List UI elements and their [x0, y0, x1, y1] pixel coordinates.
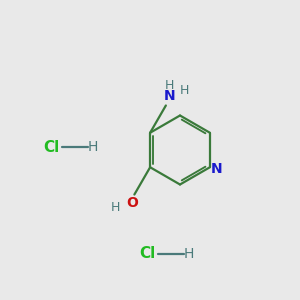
Text: H: H: [88, 140, 98, 154]
Text: H: H: [180, 84, 189, 97]
Text: N: N: [211, 162, 222, 176]
Text: Cl: Cl: [43, 140, 59, 154]
Text: H: H: [165, 80, 174, 92]
Text: H: H: [111, 201, 121, 214]
Text: O: O: [126, 196, 138, 210]
Text: Cl: Cl: [139, 246, 155, 261]
Text: H: H: [184, 247, 194, 260]
Text: N: N: [164, 89, 175, 103]
